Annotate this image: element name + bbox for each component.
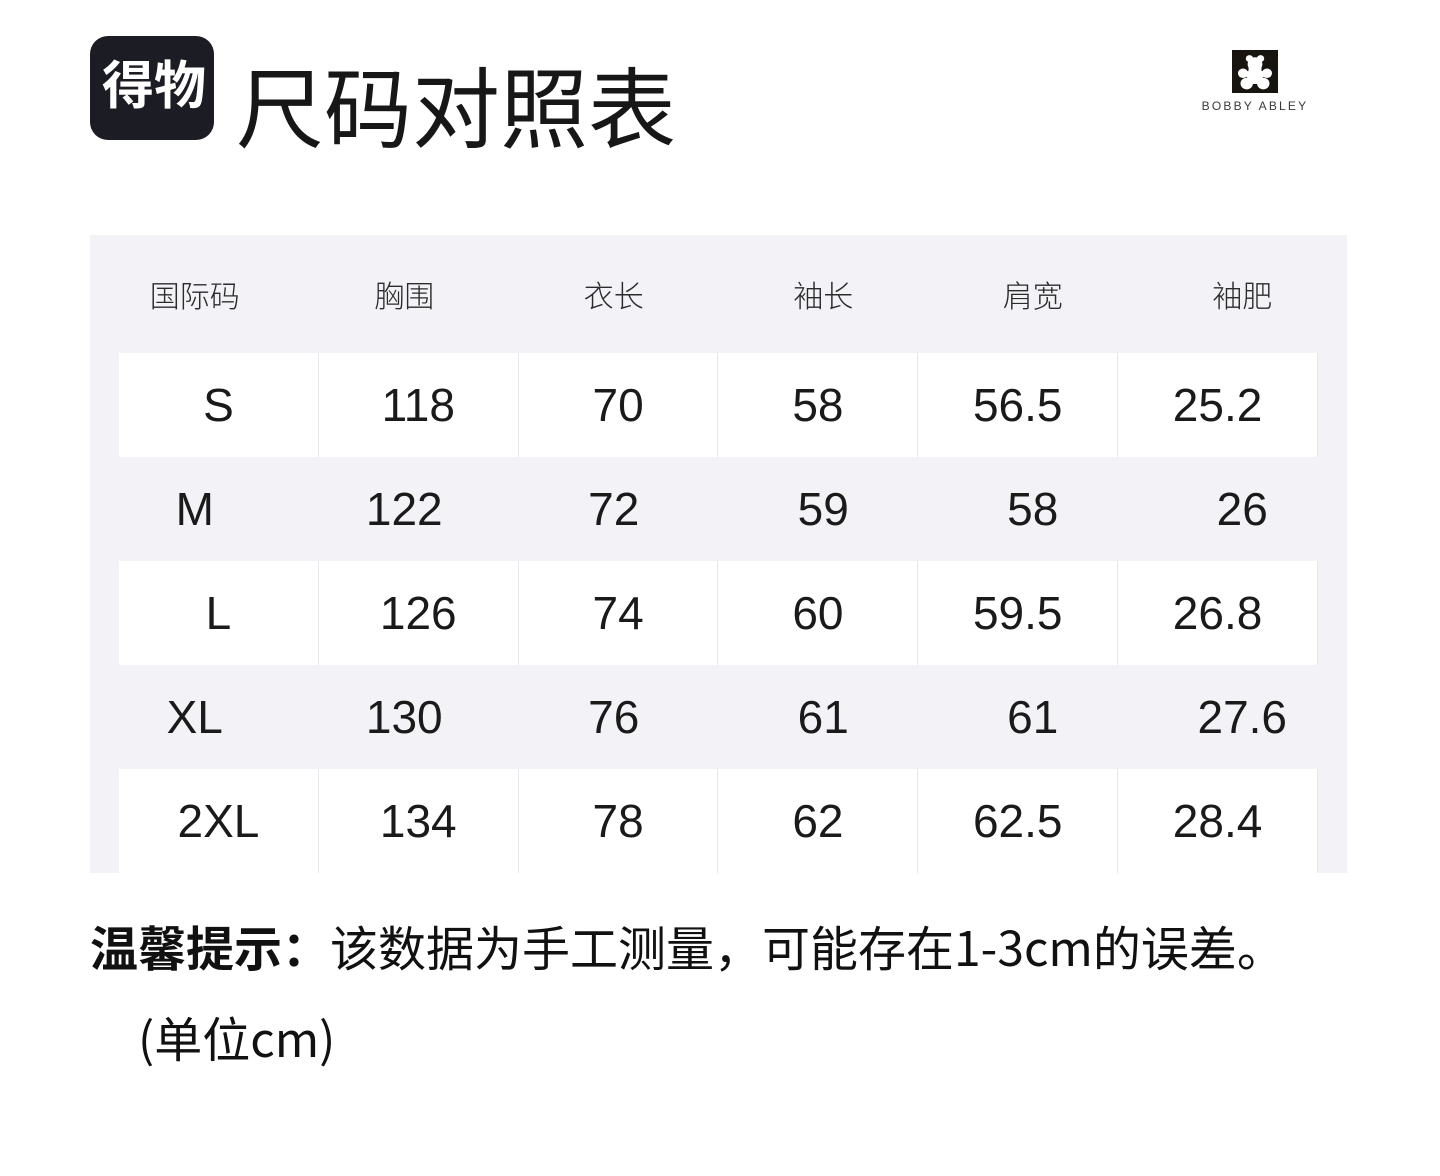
svg-text:得物: 得物 [102, 44, 206, 119]
